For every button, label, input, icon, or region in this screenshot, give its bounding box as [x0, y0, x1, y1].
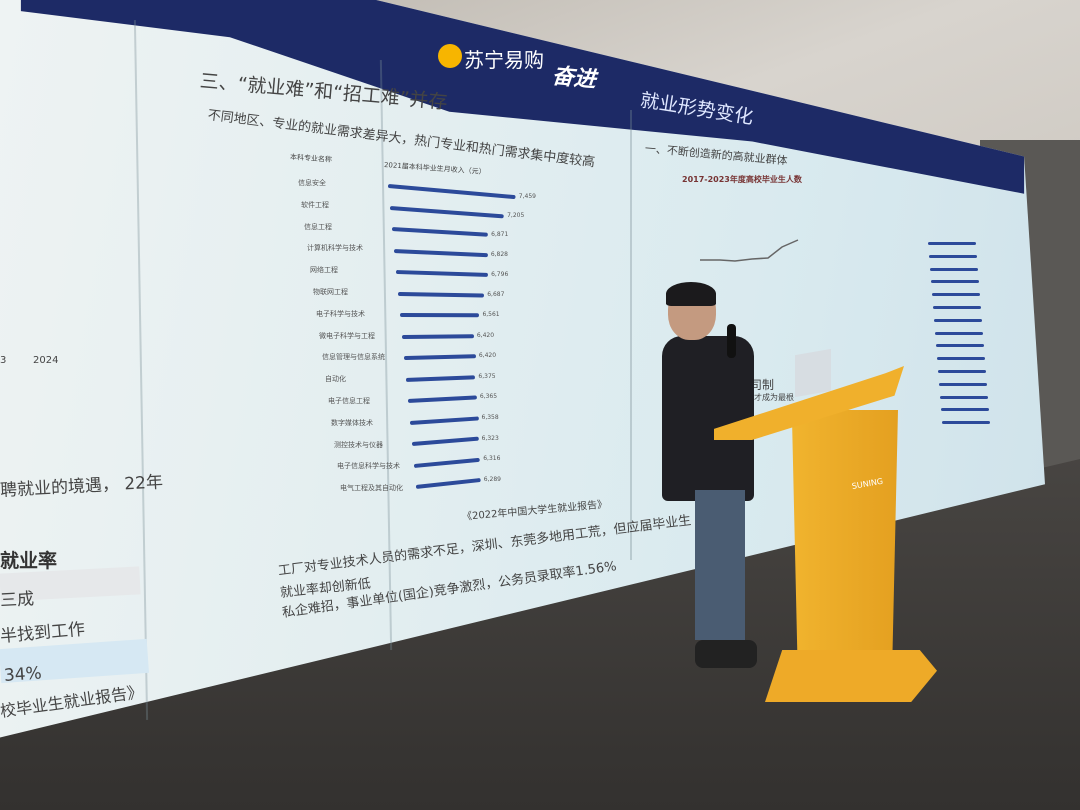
right-partial-text: 及人才成为最根 — [738, 393, 794, 402]
bar-value: 6,358 — [481, 413, 499, 421]
thumbnail-bar — [928, 242, 976, 245]
bar-value: 6,316 — [483, 455, 501, 463]
podium-base — [765, 650, 937, 702]
thumbnail-bar — [940, 395, 988, 399]
bar-value: 6,323 — [481, 434, 499, 442]
bar-value: 6,796 — [491, 270, 509, 278]
screen-seam — [630, 110, 632, 560]
salary-bar — [397, 291, 485, 298]
thumbnail-bar — [942, 421, 990, 425]
thumbnail-bar — [937, 357, 985, 361]
laptop — [795, 348, 831, 398]
brand-name: 苏宁易购 — [464, 48, 544, 72]
left-row-1: 三成 — [0, 589, 35, 611]
salary-bar — [399, 313, 480, 318]
bar-label: 电子信息工程 — [328, 397, 370, 405]
thumbnail-bar — [941, 408, 989, 412]
bar-label: 网络工程 — [310, 266, 338, 275]
bar-value: 6,375 — [478, 372, 496, 380]
bar-value: 6,420 — [476, 331, 495, 339]
thumbnail-bar — [938, 370, 986, 373]
bar-value: 6,687 — [487, 291, 505, 298]
bar-value: 6,365 — [479, 393, 498, 401]
thumbnail-bar — [931, 280, 979, 284]
podium — [791, 410, 898, 670]
bar-label: 电气工程及其自动化 — [340, 484, 403, 493]
left-row-3: 34% — [3, 663, 43, 686]
bar-label: 信息工程 — [304, 222, 332, 231]
brand-logo-icon — [438, 44, 462, 68]
microphone-icon — [727, 324, 736, 358]
bar-value: 7,205 — [507, 211, 525, 219]
bar-value: 6,828 — [490, 250, 508, 258]
bar-label: 信息安全 — [298, 179, 326, 187]
bar-label: 计算机科学与技术 — [307, 244, 363, 253]
bar-label: 测控技术与仪器 — [334, 440, 383, 449]
bar-value: 7,459 — [518, 193, 536, 201]
speaker-legs — [695, 490, 745, 640]
right-chart-title: 2017-2023年度高校毕业生人数 — [682, 175, 802, 184]
speaker-hair — [666, 282, 716, 306]
axis-year: 2024 — [33, 355, 59, 366]
bar-label: 物联网工程 — [313, 288, 348, 296]
thumbnail-bar — [935, 331, 983, 335]
bar-label: 电子科学与技术 — [316, 309, 365, 318]
thumbnail-bar — [932, 293, 980, 297]
bar-label: 软件工程 — [301, 200, 329, 209]
bar-label: 微电子科学与工程 — [319, 331, 375, 340]
bar-value: 6,420 — [478, 352, 497, 360]
slogan: 奋进 — [550, 64, 597, 93]
bar-value: 6,289 — [483, 475, 501, 483]
graduates-line-chart — [700, 239, 799, 262]
bar-value: 6,871 — [491, 230, 509, 238]
left-heading: 就业率 — [0, 550, 58, 572]
speaker-body — [662, 336, 754, 501]
bar-label: 电子信息科学与技术 — [337, 462, 400, 471]
thumbnail-bar — [929, 254, 977, 258]
salary-bar — [401, 333, 474, 339]
thumbnail-bar — [939, 382, 987, 386]
axis-year: 3 — [0, 355, 7, 366]
speaker-shoes — [695, 640, 757, 668]
bar-label: 数字媒体技术 — [331, 418, 373, 427]
bar-label: 自动化 — [325, 375, 346, 384]
graduates-line — [700, 239, 799, 262]
bar-label: 信息管理与信息系统 — [322, 353, 385, 362]
bar-value: 6,561 — [482, 311, 500, 319]
thumbnail-bar — [934, 318, 982, 322]
thumbnail-bar — [936, 344, 984, 348]
thumbnail-bar — [930, 267, 978, 271]
thumbnail-bar — [933, 306, 981, 309]
